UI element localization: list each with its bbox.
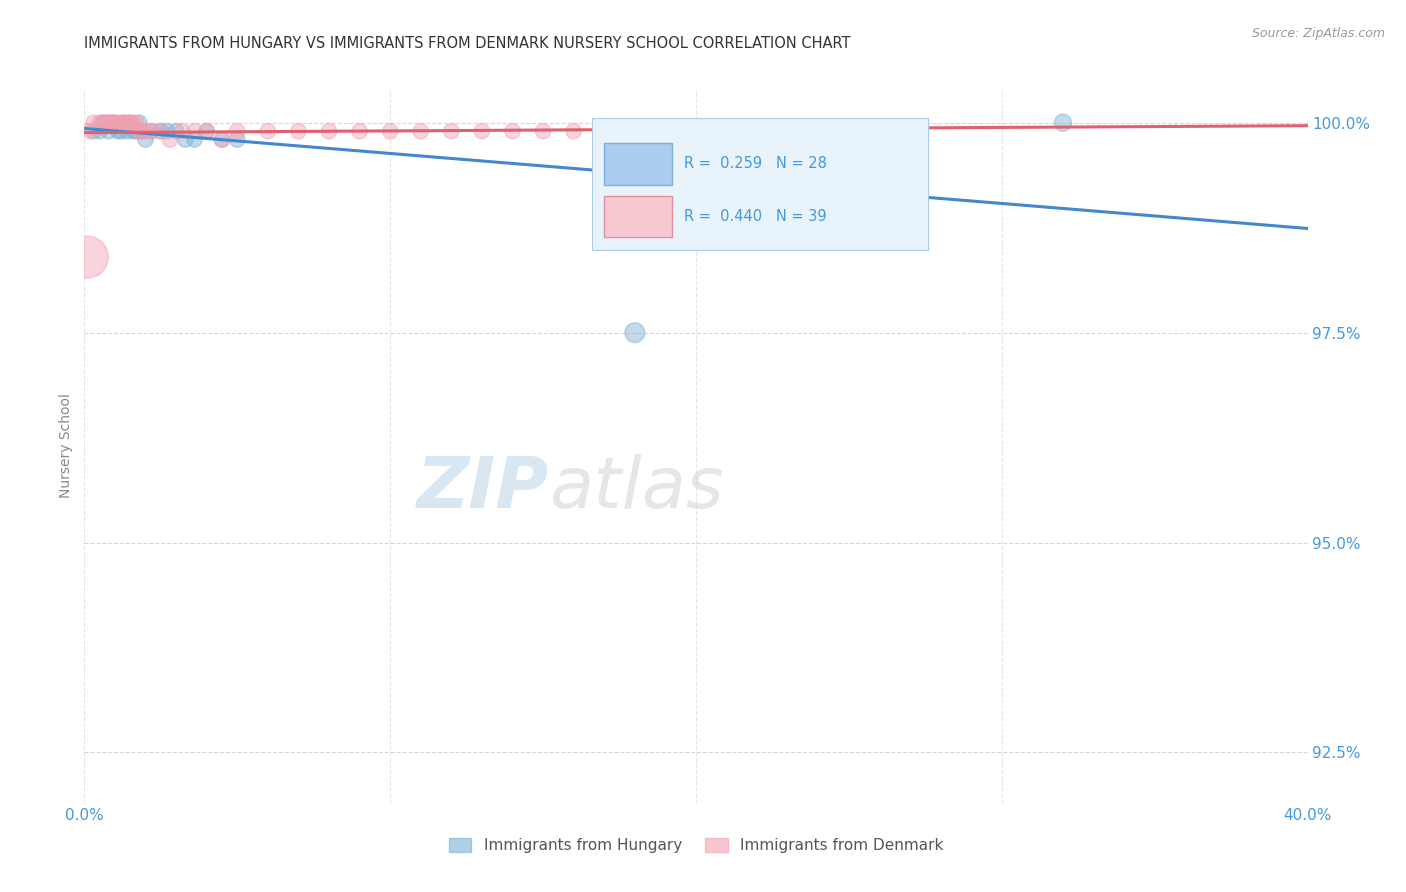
Point: [195, 124, 218, 138]
Point: [122, 116, 145, 130]
Text: R =  0.259   N = 28: R = 0.259 N = 28: [683, 156, 827, 170]
Point: [104, 116, 127, 130]
Point: [174, 132, 197, 146]
Point: [135, 124, 157, 138]
Point: [122, 124, 145, 138]
Point: [257, 124, 280, 138]
Point: [287, 124, 309, 138]
Point: [79, 124, 101, 138]
Point: [502, 124, 524, 138]
Point: [104, 116, 127, 130]
Point: [531, 124, 554, 138]
Point: [183, 124, 205, 138]
Point: [112, 116, 135, 130]
Point: [149, 124, 172, 138]
Text: atlas: atlas: [550, 454, 724, 524]
Point: [128, 124, 150, 138]
Point: [131, 124, 153, 138]
Point: [562, 124, 585, 138]
Point: [101, 116, 124, 130]
Point: [97, 116, 120, 130]
Point: [120, 116, 142, 130]
Point: [183, 132, 205, 146]
Point: [195, 124, 218, 138]
Point: [211, 132, 233, 146]
Point: [125, 116, 148, 130]
Point: [112, 116, 135, 130]
Y-axis label: Nursery School: Nursery School: [59, 393, 73, 499]
Point: [349, 124, 371, 138]
FancyBboxPatch shape: [605, 143, 672, 185]
Text: Source: ZipAtlas.com: Source: ZipAtlas.com: [1251, 27, 1385, 40]
Point: [141, 124, 163, 138]
Point: [318, 124, 340, 138]
Point: [107, 116, 129, 130]
Point: [94, 116, 117, 130]
Point: [91, 116, 114, 130]
Point: [1052, 116, 1074, 130]
Point: [409, 124, 432, 138]
Point: [125, 124, 148, 138]
Point: [131, 124, 153, 138]
Point: [471, 124, 494, 138]
Point: [172, 124, 194, 138]
Legend: Immigrants from Hungary, Immigrants from Denmark: Immigrants from Hungary, Immigrants from…: [443, 832, 949, 859]
Text: IMMIGRANTS FROM HUNGARY VS IMMIGRANTS FROM DENMARK NURSERY SCHOOL CORRELATION CH: IMMIGRANTS FROM HUNGARY VS IMMIGRANTS FR…: [84, 36, 851, 51]
Point: [380, 124, 402, 138]
Point: [159, 132, 181, 146]
Point: [110, 116, 132, 130]
Point: [624, 326, 647, 340]
Point: [101, 116, 124, 130]
Point: [91, 116, 114, 130]
Point: [440, 124, 463, 138]
Point: [226, 132, 249, 146]
FancyBboxPatch shape: [592, 118, 928, 250]
Point: [83, 124, 105, 138]
Point: [593, 124, 616, 138]
Point: [211, 132, 233, 146]
Point: [120, 116, 142, 130]
Point: [156, 124, 179, 138]
Point: [83, 116, 105, 130]
Point: [89, 124, 111, 138]
Point: [165, 124, 187, 138]
Point: [94, 116, 117, 130]
Point: [226, 124, 249, 138]
Point: [107, 124, 129, 138]
Point: [97, 124, 120, 138]
Point: [115, 124, 138, 138]
Point: [141, 124, 163, 138]
FancyBboxPatch shape: [605, 195, 672, 237]
Point: [135, 132, 157, 146]
Point: [110, 124, 132, 138]
Text: R =  0.440   N = 39: R = 0.440 N = 39: [683, 209, 827, 224]
Point: [115, 116, 138, 130]
Point: [89, 116, 111, 130]
Point: [128, 116, 150, 130]
Point: [149, 124, 172, 138]
Point: [76, 250, 98, 264]
Text: ZIP: ZIP: [418, 454, 550, 524]
